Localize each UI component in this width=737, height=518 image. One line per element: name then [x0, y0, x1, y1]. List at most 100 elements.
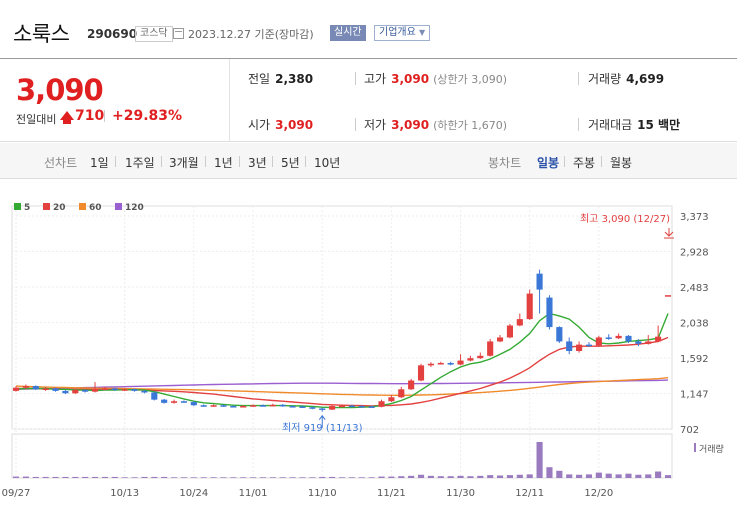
candle-body — [32, 386, 39, 390]
candle-body — [329, 406, 336, 410]
candle-body — [338, 405, 346, 408]
legend-swatch — [79, 203, 86, 210]
volume-bar — [585, 474, 593, 478]
candle-body — [289, 406, 296, 408]
candle-body — [506, 325, 514, 338]
volume-bar — [348, 477, 355, 478]
volume-label: 거래량 — [588, 72, 622, 86]
candle-body — [91, 389, 99, 392]
low-arrow-icon — [318, 414, 326, 428]
candle-daily[interactable]: 일봉 — [537, 156, 560, 170]
candle-body — [72, 390, 79, 394]
company-info-dropdown[interactable]: 기업개요 ▼ — [374, 25, 431, 41]
period-1d[interactable]: 1일 — [90, 156, 109, 170]
divider — [305, 156, 306, 167]
volume-bar — [161, 476, 168, 478]
volume-bar — [457, 475, 464, 478]
period-10y[interactable]: 10년 — [314, 156, 341, 170]
candle-body — [161, 399, 168, 403]
candle-body — [467, 358, 474, 361]
volume-bar — [358, 477, 365, 478]
candle-body — [536, 273, 543, 290]
volume-bar — [645, 474, 652, 478]
ma120-line — [15, 379, 669, 390]
volume-bar — [329, 476, 336, 478]
candle-body — [605, 337, 612, 339]
x-tick-label: 12/11 — [515, 488, 544, 499]
candle-body — [230, 406, 237, 408]
period-5y[interactable]: 5년 — [281, 156, 300, 170]
volume-bar — [180, 477, 188, 478]
volume-bar — [230, 477, 237, 478]
candle-body — [645, 341, 652, 344]
candle-body — [664, 295, 672, 297]
volume-bar — [72, 476, 79, 478]
candle-body — [477, 355, 484, 359]
volume-bar — [240, 477, 247, 478]
candle-monthly[interactable]: 월봉 — [610, 156, 633, 170]
divider — [115, 156, 116, 167]
realtime-button[interactable]: 실시간 — [330, 25, 366, 41]
candle-body — [190, 402, 197, 406]
volume-bar — [506, 475, 514, 478]
period-1y[interactable]: 1년 — [214, 156, 233, 170]
candle-weekly[interactable]: 주봉 — [573, 156, 596, 170]
volume-bar — [32, 476, 39, 478]
volume-bar — [12, 476, 20, 478]
current-price: 3,090 — [16, 73, 104, 107]
x-tick-label: 10/24 — [179, 488, 208, 499]
x-tick-label: 11/30 — [446, 488, 475, 499]
line-chart-label: 선차트 — [44, 156, 78, 170]
volume-bar — [408, 475, 415, 478]
volume-bar — [299, 477, 306, 478]
volume-bar — [289, 477, 296, 478]
candle-body — [299, 406, 306, 408]
high-value: 3,090 — [391, 72, 430, 86]
open-value: 3,090 — [275, 118, 314, 132]
volume-bar — [417, 474, 425, 478]
divider — [205, 156, 206, 167]
open-label: 시가 — [248, 118, 271, 132]
period-3y[interactable]: 3년 — [248, 156, 267, 170]
divider — [578, 72, 579, 85]
volume-bar — [52, 476, 59, 478]
up-arrow-icon — [60, 111, 74, 124]
candle-body — [457, 360, 464, 365]
y-tick-label: 2,038 — [680, 318, 709, 329]
x-tick-label: 10/13 — [110, 488, 139, 499]
candle-body — [556, 327, 563, 342]
candle-body — [625, 335, 632, 342]
volume-bar — [62, 476, 69, 478]
legend-label: 60 — [89, 203, 102, 213]
legend-swatch — [43, 203, 50, 210]
high-label: 고가 — [364, 72, 387, 86]
candle-body — [437, 362, 444, 365]
volume-bar — [625, 473, 632, 478]
divider — [161, 156, 162, 167]
candle-body — [22, 386, 29, 388]
candle-body — [101, 388, 108, 390]
stock-header: 소룩스 290690 코스닥 2023.12.27 기준(장마감) 실시간 기업… — [0, 0, 737, 58]
volume-bar — [615, 474, 622, 478]
candle-body — [496, 337, 504, 342]
candle-body — [210, 405, 217, 407]
upper-limit: (상한가 3,090) — [433, 73, 507, 86]
prev-close-value: 2,380 — [275, 72, 314, 86]
lower-limit: (하한가 1,670) — [433, 119, 507, 132]
legend-label: 5 — [24, 203, 30, 213]
period-3m[interactable]: 3개월 — [169, 156, 199, 170]
volume-bar — [477, 475, 484, 478]
x-tick-label: 11/01 — [239, 488, 268, 499]
volume-bar — [635, 474, 642, 478]
volume-bar — [595, 472, 602, 478]
period-1w[interactable]: 1주일 — [125, 156, 155, 170]
volume-legend-swatch — [694, 443, 696, 452]
candle-body — [368, 406, 375, 408]
candle-body — [635, 341, 642, 344]
volume-value: 4,699 — [626, 72, 665, 86]
volume-bar — [250, 477, 257, 478]
candle-body — [576, 344, 583, 352]
candle-body — [82, 390, 89, 392]
divider — [601, 156, 602, 167]
candle-body — [170, 401, 178, 403]
